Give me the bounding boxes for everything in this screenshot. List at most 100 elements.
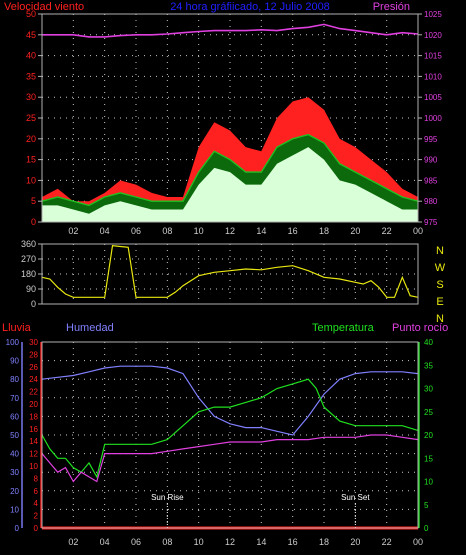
humidity-panel-x-tick-label: 18: [319, 537, 329, 547]
temperature-tick-label: 0: [424, 524, 429, 533]
humidity-panel-x-tick-label: 06: [131, 537, 141, 547]
temperature-tick-label: 40: [424, 338, 433, 347]
wind-speed-tick-label: 35: [26, 71, 36, 81]
pressure-tick-label: 1025: [424, 10, 442, 19]
rain-tick-label: 18: [29, 412, 38, 421]
humidity-panel-x-tick-label: 02: [68, 537, 78, 547]
rain-tick-label: 28: [29, 350, 38, 359]
pressure-tick-label: 985: [424, 176, 438, 185]
compass-label: S: [436, 279, 443, 291]
wind-panel-x-tick-label: 16: [288, 226, 298, 236]
pressure-line: [42, 23, 419, 38]
wind-panel-x-tick-label: 00: [413, 226, 423, 236]
sun-marker-label: Sun Set: [341, 493, 370, 502]
wind-speed-tick-label: 45: [26, 30, 36, 40]
wind-speed-tick-label: 10: [26, 175, 36, 185]
humidity-panel-x-tick-label: 00: [413, 537, 423, 547]
wind-panel-x-tick-label: 04: [100, 226, 110, 236]
pressure-tick-label: 975: [424, 218, 438, 227]
humidity-tick-label: 70: [10, 394, 19, 403]
humidity-panel-x-tick-label: 20: [350, 537, 360, 547]
humidity-tick-label: 0: [15, 524, 20, 533]
dewpoint-axis-label: Punto rocío: [392, 322, 448, 334]
wind-speed-tick-label: 25: [26, 113, 36, 123]
rain-axis-label: Lluvia: [2, 322, 32, 334]
wind-max-line: [41, 133, 419, 207]
humidity-panel-x-tick-label: 04: [100, 537, 110, 547]
humidity-tick-label: 50: [10, 431, 19, 440]
rain-tick-label: 6: [34, 487, 39, 496]
wind-speed-tick-label: 20: [26, 134, 36, 144]
humidity-tick-label: 90: [10, 357, 19, 366]
temperature-axis-label: Temperatura: [312, 322, 375, 334]
pressure-tick-label: 990: [424, 156, 438, 165]
rain-tick-label: 30: [29, 338, 38, 347]
wind-speed-tick-label: 30: [26, 92, 36, 102]
temperature-tick-label: 35: [424, 361, 433, 370]
rain-tick-label: 10: [29, 462, 38, 471]
humidity-panel-x-tick-label: 12: [225, 537, 235, 547]
rain-tick-label: 26: [29, 363, 38, 372]
wind-speed-tick-label: 50: [26, 9, 36, 19]
temperature-line: [41, 378, 419, 479]
pressure-tick-label: 1005: [424, 93, 442, 102]
wind-panel-frame: [41, 13, 419, 223]
pressure-tick-label: 1015: [424, 52, 442, 61]
wind-panel-x-tick-label: 20: [350, 226, 360, 236]
compass-label: N: [436, 245, 444, 257]
wind-speed-tick-label: 40: [26, 51, 36, 61]
humidity-panel-x-tick-label: 16: [288, 537, 298, 547]
humidity-panel-x-tick-label: 14: [256, 537, 266, 547]
rain-tick-label: 16: [29, 425, 38, 434]
pressure-tick-label: 1020: [424, 31, 442, 40]
humidity-line: [41, 365, 419, 436]
humidity-panel-frame: [41, 341, 419, 529]
humidity-panel-x-tick-label: 08: [162, 537, 172, 547]
sun-marker-label: Sun Rise: [151, 493, 184, 502]
rain-tick-label: 14: [29, 437, 38, 446]
rain-tick-label: 12: [29, 450, 38, 459]
direction-tick-label: 0: [31, 299, 36, 309]
wind-panel-x-tick-label: 10: [194, 226, 204, 236]
wind-panel-x-tick-label: 06: [131, 226, 141, 236]
humidity-tick-label: 60: [10, 412, 19, 421]
compass-label: E: [436, 296, 443, 308]
rain-tick-label: 4: [34, 499, 39, 508]
humidity-tick-label: 30: [10, 468, 19, 477]
humidity-tick-label: 40: [10, 450, 19, 459]
temperature-tick-label: 25: [424, 408, 433, 417]
direction-panel-frame: [41, 243, 419, 305]
direction-tick-label: 270: [21, 254, 36, 264]
direction-tick-label: 360: [21, 239, 36, 249]
pressure-tick-label: 1000: [424, 114, 442, 123]
humidity-tick-label: 10: [10, 505, 19, 514]
temperature-tick-label: 20: [424, 431, 433, 440]
rain-tick-label: 2: [34, 512, 39, 521]
wind-panel-x-tick-label: 02: [68, 226, 78, 236]
pressure-tick-label: 1010: [424, 72, 442, 81]
humidity-axis-label: Humedad: [66, 322, 114, 334]
humidity-tick-label: 100: [6, 338, 20, 347]
temperature-tick-label: 10: [424, 478, 433, 487]
wind-panel-x-tick-label: 22: [382, 226, 392, 236]
pressure-tick-label: 995: [424, 135, 438, 144]
wind-panel-x-tick-label: 14: [256, 226, 266, 236]
chart-panels: 02 04 06 08 10 12 14 16 18 20 22 000510152025303540…: [6, 9, 446, 547]
humidity-tick-label: 20: [10, 487, 19, 496]
compass-label: N: [436, 313, 444, 325]
chart-title: 24 hora gráfiicado, 12 Julio 2008: [170, 1, 330, 13]
temperature-tick-label: 5: [424, 501, 429, 510]
rain-tick-label: 20: [29, 400, 38, 409]
humidity-panel-x-tick-label: 10: [194, 537, 204, 547]
humidity-panel-x-tick-label: 22: [382, 537, 392, 547]
wind-speed-tick-label: 5: [31, 196, 36, 206]
rain-tick-label: 8: [34, 474, 39, 483]
wind-average-area: [42, 147, 418, 222]
rain-tick-label: 0: [34, 524, 39, 533]
wind-direction-line: [41, 245, 419, 298]
wind-panel-x-tick-label: 18: [319, 226, 329, 236]
rain-tick-label: 22: [29, 388, 38, 397]
direction-tick-label: 180: [21, 269, 36, 279]
wind-speed-tick-label: 15: [26, 155, 36, 165]
